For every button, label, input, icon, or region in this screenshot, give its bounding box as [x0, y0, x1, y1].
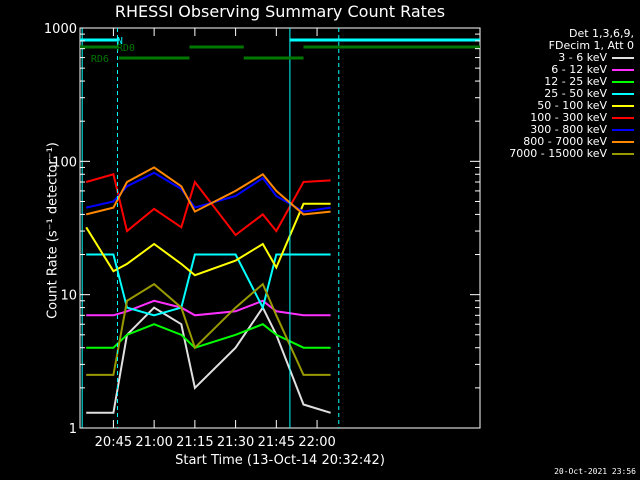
- legend-swatch: [612, 69, 634, 71]
- legend-item-label: 6 - 12 keV: [551, 63, 607, 76]
- y-tick-label-3: 1000: [44, 22, 77, 37]
- series-line-8: [86, 282, 331, 376]
- x-tick-label-2: 21:15: [176, 435, 213, 450]
- annotation-label-1: RD0: [117, 43, 135, 54]
- legend-item: 300 - 800 keV: [509, 124, 634, 136]
- legend-header-1: Det 1,3,6,9,: [568, 27, 634, 40]
- x-tick-label-0: 20:45: [95, 435, 132, 450]
- series-line-0: [86, 305, 331, 414]
- legend-swatch: [612, 105, 634, 107]
- legend-swatch: [612, 117, 634, 119]
- y-tick-label-0: 1: [69, 422, 77, 437]
- series-layer: [85, 166, 331, 414]
- legend-item-label: 25 - 50 keV: [544, 87, 607, 100]
- legend-item: 800 - 7000 keV: [509, 136, 634, 148]
- legend-item: 50 - 100 keV: [509, 100, 634, 112]
- x-tick-label-1: 21:00: [135, 435, 172, 450]
- legend-swatch: [612, 141, 634, 143]
- legend-swatch: [612, 57, 634, 59]
- legend-item: 7000 - 15000 keV: [509, 148, 634, 160]
- legend-header-2: FDecim 1, Att 0: [548, 39, 634, 52]
- y-tick-label-1: 10: [60, 289, 77, 304]
- legend-item-label: 3 - 6 keV: [558, 51, 607, 64]
- series-line-3: [86, 253, 331, 317]
- series-line-4: [85, 202, 331, 277]
- x-tick-label-4: 21:45: [258, 435, 295, 450]
- x-axis-label: Start Time (13-Oct-14 20:32:42): [175, 453, 385, 468]
- series-line-5: [85, 173, 331, 237]
- legend-item-label: 300 - 800 keV: [530, 123, 607, 136]
- series-line-1: [86, 299, 331, 317]
- legend-item-label: 50 - 100 keV: [537, 99, 607, 112]
- legend-item: 100 - 300 keV: [509, 112, 634, 124]
- chart-title: RHESSI Observing Summary Count Rates: [114, 2, 446, 21]
- legend-rows: 3 - 6 keV 6 - 12 keV 12 - 25 keV 25 - 50 ke…: [509, 52, 634, 160]
- y-axis-label: Count Rate (s⁻¹ detector⁻¹): [45, 142, 61, 319]
- legend-swatch: [612, 93, 634, 95]
- chart-legend: Det 1,3,6,9, FDecim 1, Att 0 3 - 6 keV 6 …: [509, 28, 634, 160]
- legend-item-label: 800 - 7000 keV: [523, 135, 607, 148]
- y-tick-label-2: 100: [52, 155, 77, 170]
- legend-swatch: [612, 129, 634, 131]
- x-tick-label-3: 21:30: [217, 435, 254, 450]
- legend-swatch: [612, 81, 634, 83]
- series-line-7: [85, 166, 331, 216]
- annotation-label-2: RD6: [91, 54, 109, 65]
- legend-swatch: [612, 153, 634, 155]
- x-tick-label-5: 22:00: [298, 435, 335, 450]
- legend-item-label: 100 - 300 keV: [530, 111, 607, 124]
- legend-item: 12 - 25 keV: [509, 76, 634, 88]
- legend-item: 6 - 12 keV: [509, 64, 634, 76]
- legend-item-label: 7000 - 15000 keV: [509, 147, 607, 160]
- legend-item-label: 12 - 25 keV: [544, 75, 607, 88]
- plot-frame: [79, 27, 481, 429]
- legend-item: 3 - 6 keV: [509, 52, 634, 64]
- annotation-label-0: N: [117, 36, 123, 47]
- legend-item: 25 - 50 keV: [509, 88, 634, 100]
- date-stamp: 20-Oct-2021 23:56: [554, 467, 636, 476]
- axis-layer: 20:45 21:00 21:15 21:30 21:45 22:00 1 10 100 1000: [44, 22, 480, 450]
